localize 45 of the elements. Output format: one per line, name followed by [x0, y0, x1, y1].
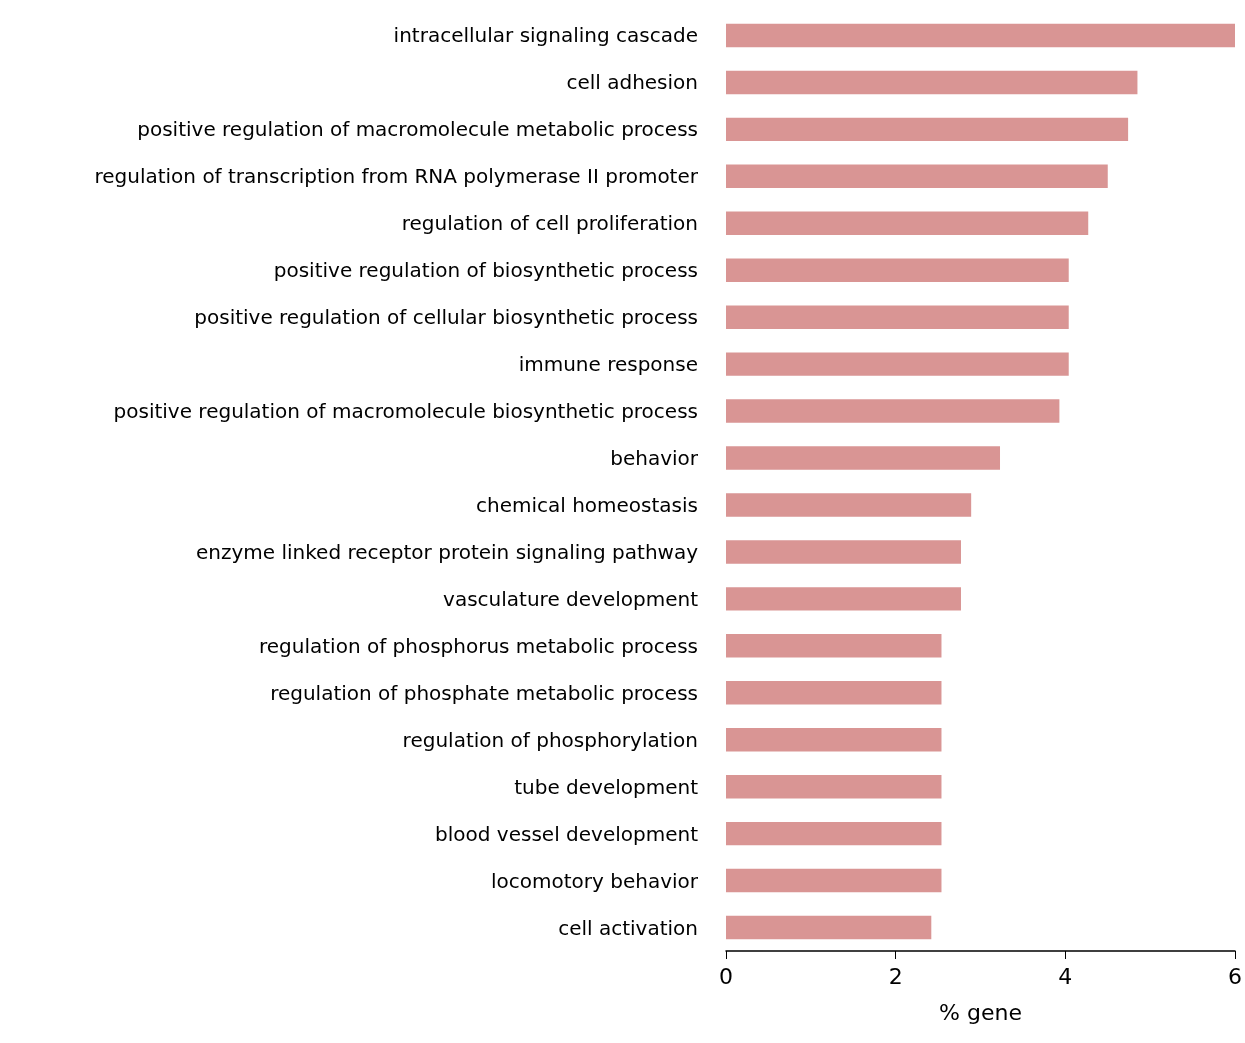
x-tick-label: 0: [719, 963, 733, 989]
y-tick-label: cell adhesion: [566, 70, 698, 95]
bar: [726, 821, 942, 846]
y-tick-label: locomotory behavior: [490, 868, 699, 893]
y-tick-label: behavior: [610, 446, 699, 471]
y-tick-label: positive regulation of biosynthetic process: [273, 258, 698, 283]
y-tick-label: vasculature development: [443, 586, 699, 611]
y-tick-label: regulation of transcription from RNA polymerase II promoter: [94, 164, 699, 189]
x-axis-title: % gene: [939, 999, 1022, 1025]
y-tick-label: regulation of cell proliferation: [401, 211, 698, 236]
bar: [726, 305, 1069, 329]
bar: [726, 70, 1138, 95]
bar: [726, 493, 972, 517]
y-tick-label: regulation of phosphorylation: [402, 727, 698, 752]
bar: [726, 774, 942, 799]
y-tick-label: regulation of phosphate metabolic process: [270, 680, 698, 705]
y-tick-label: positive regulation of macromolecule metabolic process: [137, 117, 698, 142]
bar: [726, 352, 1069, 376]
x-tick-label: 6: [1228, 963, 1242, 989]
y-tick-label: regulation of phosphorus metabolic process: [258, 633, 698, 658]
bar: [726, 446, 1001, 470]
y-tick-label: positive regulation of macromolecule biosynthetic process: [113, 399, 698, 424]
bar: [726, 211, 1089, 236]
bar: [726, 117, 1129, 142]
y-tick-label: chemical homeostasis: [475, 492, 698, 517]
bar: [726, 23, 1235, 48]
bar: [726, 868, 942, 893]
bar: [726, 681, 942, 705]
x-tick-label: 4: [1058, 963, 1073, 989]
y-tick-label: blood vessel development: [435, 821, 699, 846]
bar: [726, 727, 942, 752]
bar: [726, 164, 1108, 189]
y-tick-label: positive regulation of cellular biosynthetic process: [194, 305, 698, 330]
y-tick-label: tube development: [514, 774, 699, 799]
bar: [726, 258, 1069, 282]
y-tick-label: enzyme linked receptor protein signaling pathway: [195, 539, 699, 564]
y-tick-label: intracellular signaling cascade: [393, 23, 698, 48]
x-tick-label: 2: [888, 963, 903, 989]
bar: [726, 587, 961, 611]
bar: [726, 634, 942, 658]
bar: [726, 915, 932, 940]
y-tick-label: immune response: [518, 352, 698, 377]
bar: [726, 399, 1060, 423]
bar: [726, 540, 961, 564]
y-tick-label: cell activation: [558, 915, 698, 940]
